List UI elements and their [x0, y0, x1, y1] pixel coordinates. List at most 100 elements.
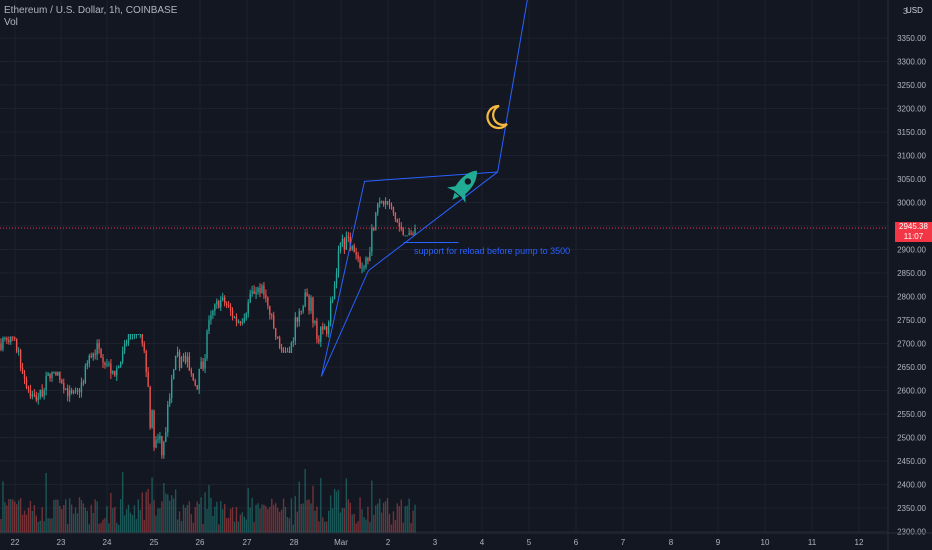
symbol-legend[interactable]: Ethereum / U.S. Dollar, 1h, COINBASE	[4, 5, 178, 16]
volume-bar	[125, 509, 128, 533]
candle-body	[404, 235, 406, 237]
volume-bar	[210, 497, 212, 533]
volume-bar	[182, 504, 185, 533]
candle-body	[192, 373, 194, 381]
price-tick-label: 2850.00	[897, 269, 926, 278]
volume-bar	[70, 504, 73, 533]
rocket-icon[interactable]	[446, 164, 482, 208]
candle-body	[114, 371, 116, 376]
candle-body	[106, 364, 108, 366]
volume-bars	[0, 469, 416, 533]
candle-body	[118, 366, 120, 369]
candle-body	[318, 338, 320, 342]
volume-legend[interactable]: Vol	[4, 17, 18, 28]
candle-body	[123, 343, 126, 351]
candle-body	[229, 306, 232, 311]
volume-bar	[324, 521, 326, 533]
candle-body	[327, 322, 330, 334]
candle-body	[216, 301, 218, 305]
volume-bar	[314, 510, 316, 533]
time-tick-label: 24	[103, 538, 112, 547]
volume-bar	[398, 506, 401, 533]
candle-body	[324, 326, 326, 330]
candle-body	[151, 410, 153, 428]
volume-bar	[278, 511, 281, 533]
price-tick-label: 2350.00	[897, 504, 926, 513]
candle-body	[384, 200, 387, 205]
volume-bar	[53, 499, 55, 533]
candle-body	[129, 334, 132, 336]
price-tick-label: 2700.00	[897, 340, 926, 349]
volume-bar	[19, 498, 22, 533]
volume-bar	[131, 514, 134, 533]
volume-bar	[335, 491, 338, 533]
candle-body	[70, 390, 73, 394]
candle-body	[210, 315, 212, 321]
candle-body	[90, 355, 92, 358]
volume-bar	[343, 508, 346, 533]
candle-body	[190, 370, 193, 374]
candle-body	[218, 301, 220, 308]
bar-countdown: 11:07	[903, 232, 924, 241]
candle-body	[147, 371, 149, 387]
candle-body	[235, 316, 238, 322]
last-price-value: 2945.38	[899, 222, 928, 231]
candle-body	[63, 382, 65, 390]
candle-body	[6, 337, 8, 341]
volume-bar	[159, 508, 161, 533]
volume-bar	[102, 519, 104, 533]
time-tick-label: 6	[574, 538, 579, 547]
candle-body	[284, 351, 287, 353]
candle-body	[23, 373, 26, 379]
volume-bar	[233, 521, 236, 533]
price-tick-label: 2550.00	[897, 410, 926, 419]
candle-body	[261, 285, 263, 294]
volume-bar	[302, 503, 304, 533]
candle-body	[92, 353, 94, 358]
candle-body	[290, 342, 293, 353]
volume-bar	[365, 519, 367, 533]
candle-body	[161, 436, 163, 456]
volume-bar	[172, 498, 175, 533]
candle-body	[19, 350, 22, 369]
candle-body	[51, 371, 53, 379]
volume-bar	[139, 509, 141, 533]
volume-bar	[141, 492, 143, 533]
candle-body	[288, 351, 291, 353]
volume-bar	[176, 519, 179, 533]
volume-bar	[247, 488, 249, 533]
candle-body	[131, 334, 134, 336]
currency-label[interactable]: USD	[906, 6, 923, 15]
candle-body	[388, 203, 391, 205]
crescent-moon-icon[interactable]	[485, 104, 509, 130]
candle-body	[171, 378, 173, 398]
candle-body	[184, 355, 187, 363]
candle-body	[408, 233, 410, 236]
time-tick-label: 9	[716, 538, 721, 547]
candle-body	[380, 201, 383, 203]
volume-bar	[322, 517, 324, 533]
volume-bar	[21, 514, 24, 533]
candle-body	[116, 368, 118, 376]
volume-bar	[218, 524, 220, 533]
price-tick-label: 3200.00	[897, 105, 926, 114]
volume-bar	[259, 508, 261, 533]
time-tick-label: 2	[386, 538, 391, 547]
volume-bar	[82, 503, 85, 533]
trend-drawings[interactable]	[320, 0, 533, 377]
candle-body	[121, 350, 124, 362]
annotation-text[interactable]: support for reload before pump to 3500	[414, 246, 571, 256]
candle-body	[25, 378, 28, 388]
volume-bar	[143, 519, 145, 533]
volume-bar	[327, 510, 330, 533]
candle-body	[337, 250, 340, 274]
candle-body	[357, 254, 359, 259]
candle-body	[82, 382, 85, 384]
candle-body	[68, 390, 71, 397]
candle-body	[57, 371, 59, 376]
candle-body	[104, 362, 106, 365]
volume-bar	[241, 512, 244, 533]
candle-body	[137, 334, 140, 336]
